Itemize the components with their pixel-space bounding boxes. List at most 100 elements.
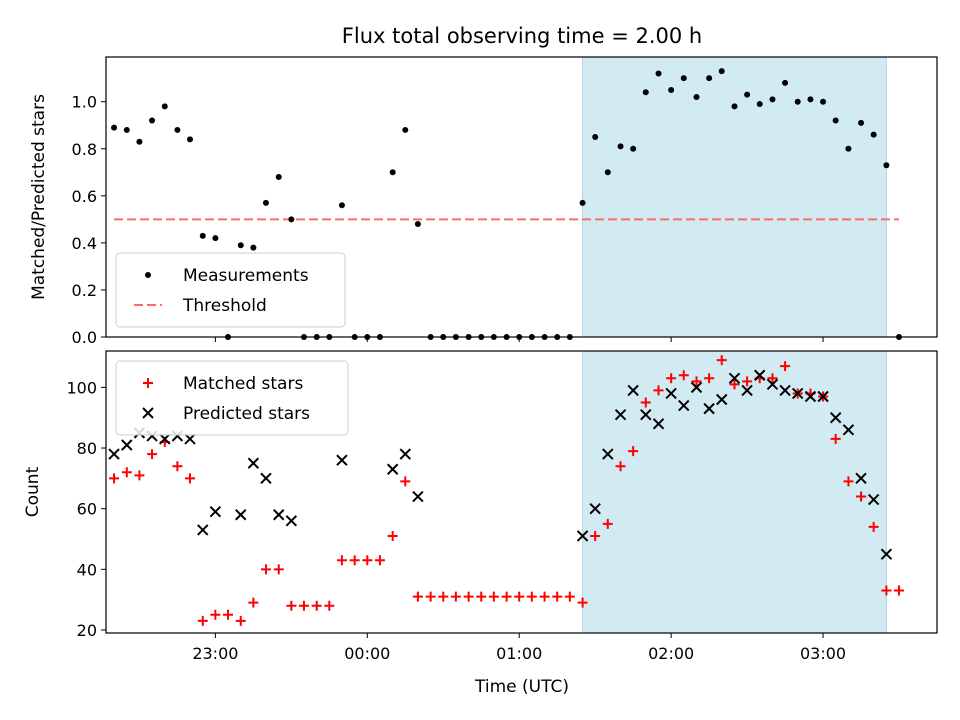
matched-point	[716, 355, 727, 366]
predicted-point	[640, 408, 652, 421]
measurement-point	[782, 79, 789, 86]
predicted-point	[779, 384, 791, 397]
predicted-point	[247, 457, 260, 469]
predicted-point	[197, 524, 209, 536]
predicted-point	[728, 372, 741, 384]
x-tick-label: 23:00	[192, 644, 238, 663]
measurement-point	[414, 221, 421, 228]
matched-point	[881, 585, 892, 596]
y-tick-label: 0.2	[72, 281, 97, 300]
predicted-point	[791, 387, 804, 400]
measurement-point	[604, 169, 611, 176]
matched-point	[514, 591, 525, 602]
matched-point	[273, 564, 284, 575]
measurement-point	[338, 202, 345, 209]
predicted-point	[652, 418, 665, 430]
legend-box	[115, 360, 349, 436]
matched-point	[210, 609, 221, 620]
predicted-point	[184, 433, 196, 445]
matched-point	[134, 470, 145, 481]
matched-point	[197, 615, 208, 626]
axes-frame	[105, 56, 938, 338]
matched-point	[539, 591, 550, 602]
predicted-point	[285, 515, 298, 527]
matched-point	[147, 449, 158, 460]
measurement-point	[630, 145, 637, 152]
x-tick-label: 02:00	[648, 644, 694, 663]
legend-label: Predicted stars	[183, 404, 310, 424]
matched-point	[463, 591, 474, 602]
matched-point	[235, 615, 246, 626]
measurement-point	[668, 86, 675, 93]
matched-point	[438, 591, 449, 602]
measurement-point	[237, 242, 244, 249]
measurement-point	[250, 244, 257, 251]
matched-point	[349, 555, 360, 566]
measurement-point	[693, 94, 700, 100]
y-axis-label: Count	[23, 466, 43, 517]
predicted-point	[576, 530, 589, 542]
measurement-point	[262, 199, 269, 206]
matched-point	[362, 555, 373, 566]
predicted-point	[754, 369, 766, 381]
predicted-point	[412, 490, 424, 503]
matched-point	[691, 376, 702, 387]
measurement-point	[756, 101, 763, 108]
matched-point	[476, 591, 487, 602]
matched-point	[742, 376, 753, 387]
measurement-point	[288, 216, 295, 223]
matched-point	[412, 591, 423, 602]
measurement-point	[212, 235, 219, 242]
predicted-point	[665, 387, 677, 400]
matched-point	[653, 385, 664, 396]
measurement-point	[199, 232, 206, 239]
matched-point	[185, 473, 196, 484]
predicted-point	[108, 448, 120, 460]
matched-point	[894, 585, 905, 596]
predicted-point	[867, 493, 880, 506]
matched-point	[311, 600, 322, 611]
matched-point	[564, 591, 575, 602]
predicted-point	[741, 384, 753, 397]
legend-marker	[143, 378, 153, 388]
predicted-point	[260, 472, 272, 485]
matched-point	[260, 564, 271, 575]
y-tick-label: 0.8	[72, 140, 97, 159]
measurement-point	[275, 174, 282, 180]
y-tick-label: 1.0	[72, 93, 97, 112]
matched-point	[830, 433, 841, 444]
legend-label: Threshold	[182, 296, 267, 316]
legend: Measurements Threshold	[115, 252, 346, 328]
figure-title: Flux total observing time = 2.00 h	[342, 24, 702, 48]
matched-point	[425, 591, 436, 602]
measurement-point	[807, 96, 814, 103]
matched-point	[488, 591, 499, 602]
legend-label: Matched stars	[183, 374, 303, 394]
measurement-point	[883, 162, 890, 169]
predicted-point	[703, 402, 715, 415]
measurement-point	[744, 91, 751, 98]
measurement-point	[706, 75, 713, 82]
predicted-point	[804, 390, 817, 403]
measurement-point	[718, 68, 725, 75]
measurement-point	[111, 124, 118, 131]
measurement-point	[136, 138, 143, 145]
matched-point	[298, 600, 309, 611]
measurement-point	[858, 119, 865, 126]
y-tick-label: 0.4	[72, 234, 97, 253]
matched-point	[602, 518, 613, 529]
matched-point	[450, 591, 461, 602]
predicted-point	[386, 463, 399, 475]
measurement-point	[161, 103, 168, 110]
measurement-point	[149, 117, 156, 124]
measurement-point	[820, 98, 827, 105]
panel-bottom: 20 40 60 80 100 23:00 00:00 01:00 02:00 03:00 Coun…	[23, 350, 938, 663]
measurement-point	[402, 126, 409, 133]
measurement-point	[174, 126, 181, 133]
predicted-point	[817, 390, 829, 403]
predicted-point	[336, 454, 348, 466]
measurement-point	[769, 96, 776, 103]
matched-point	[628, 446, 639, 457]
x-tick-label: 01:00	[496, 644, 542, 663]
panel-top: 0.0 0.2 0.4 0.6 0.8 1.0 Matched/Predicted star…	[29, 56, 938, 347]
